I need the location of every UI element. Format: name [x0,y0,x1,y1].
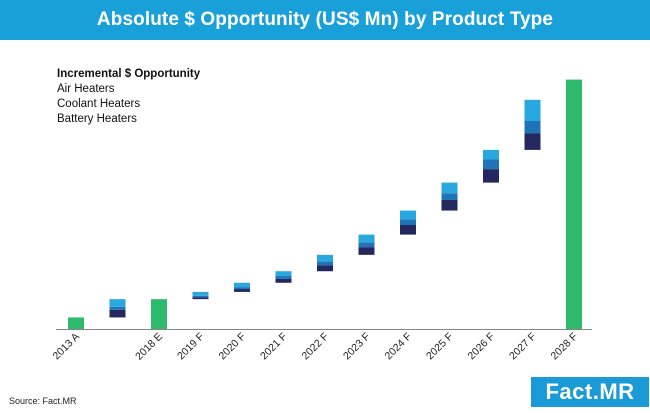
page-title: Absolute $ Opportunity (US$ Mn) by Produ… [96,9,554,30]
x-tick-label: 2024 F [383,331,415,363]
logo-text-suffix: MR [599,379,635,404]
total-bar [151,299,167,329]
air-heaters-segment [192,291,209,296]
legend-entry-coolant-heaters: Coolant Heaters [57,98,141,110]
air-heaters-segment [275,271,292,277]
battery-heaters-segment [109,309,126,318]
battery-heaters-segment [483,169,499,183]
air-heaters-segment [483,149,499,160]
coolant-heaters-segment [192,295,209,298]
source-note: Source: Fact.MR [9,396,77,406]
coolant-heaters-segment [524,121,541,134]
coolant-heaters-segment [234,287,250,290]
logo-text-dot: . [592,379,600,404]
battery-heaters-segment [317,265,333,272]
factmr-logo: Fact. MR [531,377,649,407]
air-heaters-segment [234,282,250,288]
total-bar [68,317,84,329]
battery-heaters-segment [192,297,209,300]
total-bar [566,79,582,329]
x-tick-label: 2025 F [424,331,456,363]
air-heaters-segment [358,234,375,243]
legend-entry-air-heaters: Air Heaters [57,83,115,95]
battery-heaters-segment [234,289,250,292]
air-heaters-segment [400,210,416,220]
air-heaters-segment [109,299,126,307]
x-tick-label: 2027 F [507,331,539,363]
battery-heaters-segment [358,247,375,255]
coolant-heaters-segment [317,261,333,266]
x-tick-label: 2021 F [258,331,290,363]
legend-title: Incremental $ Opportunity [57,68,201,80]
x-tick-label: 2019 F [175,331,207,363]
x-tick-label: 2018 E [133,331,165,363]
coolant-heaters-segment [358,242,375,248]
x-tick-label: 2026 F [466,331,498,363]
legend: Incremental $ Opportunity Air Heaters Co… [57,67,200,127]
x-tick-label: 2013 A [51,331,83,363]
air-heaters-segment [441,182,458,194]
legend-entry-battery-heaters: Battery Heaters [57,113,137,125]
battery-heaters-segment [275,278,292,283]
x-tick-label: 2020 F [217,331,249,363]
title-banner: Absolute $ Opportunity (US$ Mn) by Produ… [0,0,650,40]
coolant-heaters-segment [483,159,499,170]
air-heaters-segment [524,99,541,121]
x-tick-label: 2022 F [300,331,332,363]
air-heaters-segment [317,254,333,262]
x-tick-label: 2023 F [341,331,373,363]
battery-heaters-segment [441,199,458,211]
battery-heaters-segment [524,133,541,150]
battery-heaters-segment [400,225,416,235]
coolant-heaters-segment [400,219,416,225]
logo-text-main: Fact [545,379,593,404]
coolant-heaters-segment [275,276,292,279]
coolant-heaters-segment [109,306,126,310]
x-tick-label: 2028 F [549,331,581,363]
coolant-heaters-segment [441,193,458,200]
